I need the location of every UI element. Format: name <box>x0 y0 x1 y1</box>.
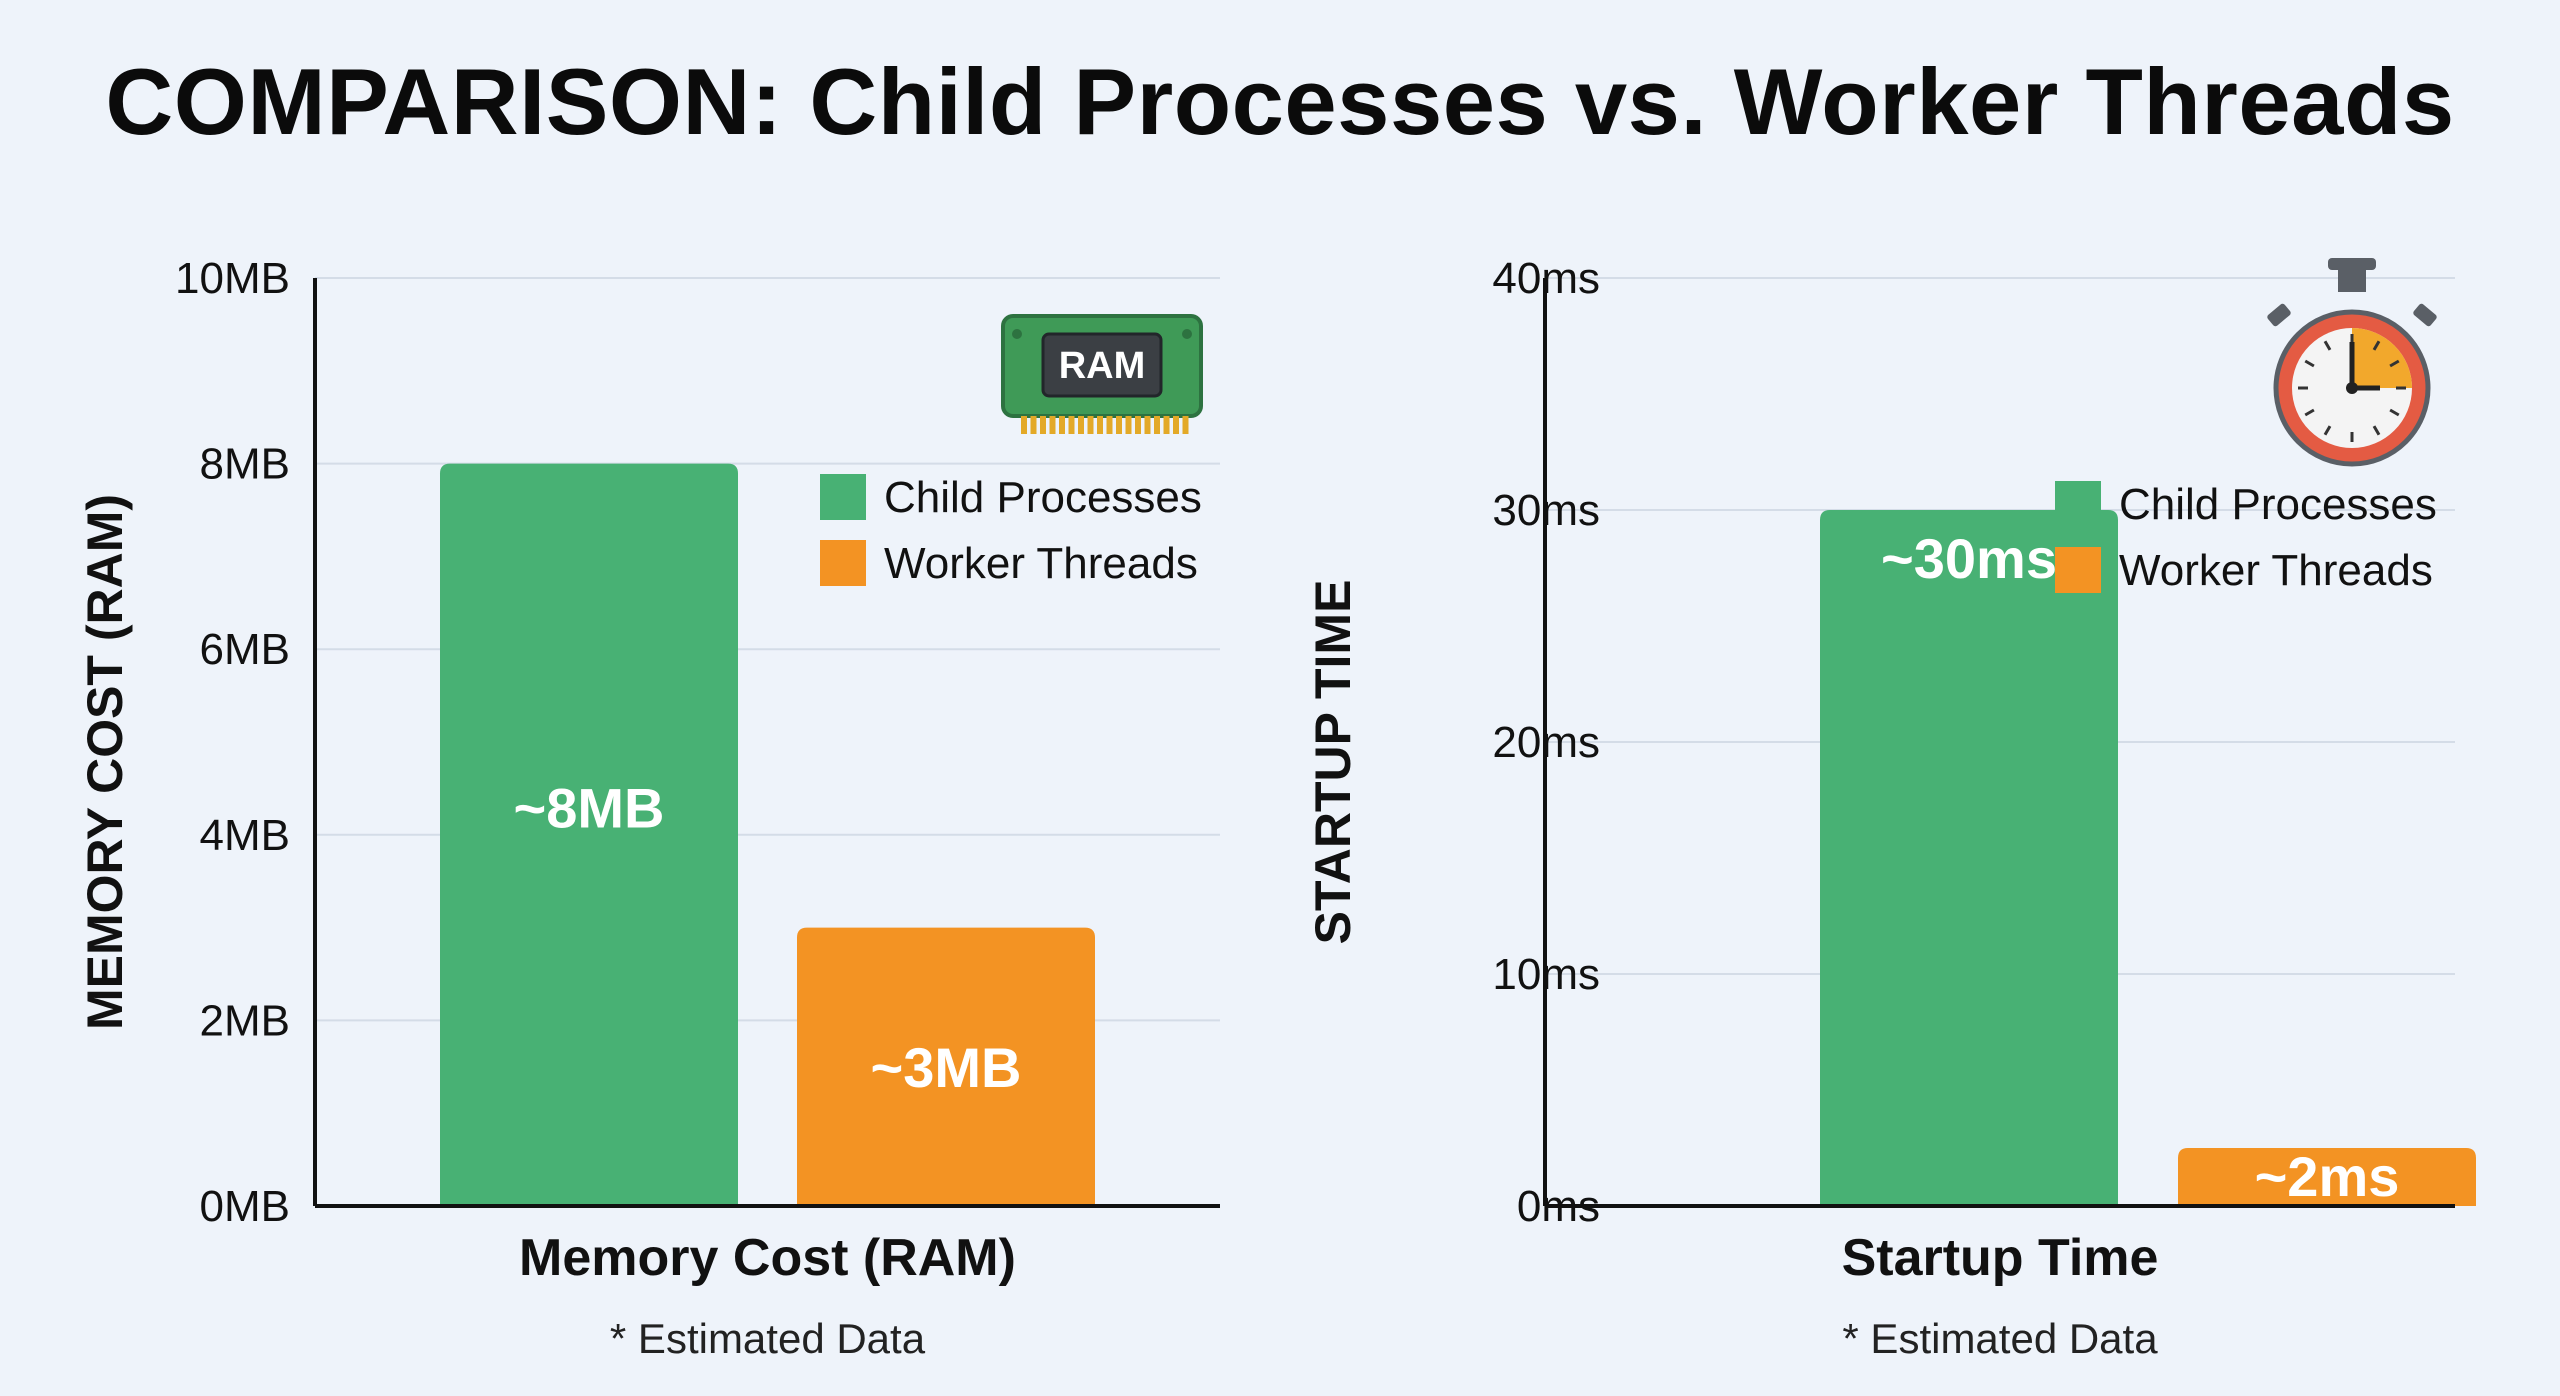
ram-icon-label: RAM <box>1059 345 1146 387</box>
ram-pin <box>1030 416 1037 434</box>
data-label: ~3MB <box>871 1036 1022 1099</box>
stopwatch-tick <box>2304 408 2315 417</box>
ram-pin <box>1116 416 1122 434</box>
ram-pin <box>1068 416 1075 434</box>
stopwatch-icon <box>2267 258 2437 467</box>
stopwatch-tick <box>2304 359 2315 368</box>
x-axis-label: Startup Time <box>1842 1229 2159 1287</box>
stopwatch-pivot <box>2346 382 2358 394</box>
bar-worker-threads <box>2178 1148 2476 1206</box>
stopwatch-crown <box>2338 266 2366 292</box>
ram-dot <box>1012 329 1022 339</box>
ram-pin <box>1125 416 1132 434</box>
ram-pin <box>1078 416 1084 434</box>
stopwatch-side-button <box>2413 303 2437 327</box>
ram-pin <box>1144 416 1151 434</box>
legend-swatch <box>2055 481 2101 527</box>
y-tick-label: 6MB <box>200 625 290 674</box>
legend-label: Child Processes <box>2119 480 2437 529</box>
data-label: ~2ms <box>2255 1145 2400 1208</box>
bar-child-processes <box>440 463 738 1207</box>
legend-swatch <box>2055 547 2101 593</box>
page-title: COMPARISON: Child Processes vs. Worker T… <box>105 49 2455 154</box>
stopwatch-tick <box>2389 408 2400 417</box>
ram-pin <box>1087 416 1094 434</box>
x-axis-label: Memory Cost (RAM) <box>519 1229 1016 1287</box>
y-tick-label: 4MB <box>200 811 290 860</box>
stopwatch-tick <box>2323 340 2332 351</box>
legend-swatch <box>820 540 866 586</box>
y-tick-label: 2MB <box>200 996 290 1045</box>
bar-worker-threads <box>797 927 1095 1206</box>
bar-child-processes <box>1820 510 2118 1206</box>
y-axis-label: STARTUP TIME <box>1305 580 1361 945</box>
legend-swatch <box>820 474 866 520</box>
ram-chip <box>1041 332 1163 398</box>
y-tick-label: 0MB <box>200 1182 290 1231</box>
ram-dot <box>1182 329 1192 339</box>
ram-pin <box>1182 416 1189 434</box>
ram-pin <box>1106 416 1113 434</box>
ram-pin <box>1021 416 1027 434</box>
ram-pin <box>1154 416 1160 434</box>
memory-cost-chart: 0MB 2MB 4MB 6MB 8MB 10MB ~8MB ~3MB MEMORY COST (… <box>77 254 1220 1362</box>
estimated-note: * Estimated Data <box>1842 1315 2158 1362</box>
ram-pin <box>1059 416 1065 434</box>
data-label: ~30ms <box>1881 527 2057 590</box>
y-tick-label: 10MB <box>175 254 290 303</box>
legend-label: Child Processes <box>884 473 1202 522</box>
estimated-note: * Estimated Data <box>610 1315 926 1362</box>
ram-pin <box>1097 416 1103 434</box>
stopwatch-tick <box>2323 425 2332 436</box>
stopwatch-tick <box>2372 340 2381 351</box>
ram-pin <box>1173 416 1179 434</box>
stopwatch-tick <box>2372 425 2381 436</box>
legend-label: Worker Threads <box>884 539 1198 588</box>
ram-pin <box>1040 416 1046 434</box>
y-axis-label: MEMORY COST (RAM) <box>77 494 133 1030</box>
data-label: ~8MB <box>514 776 665 839</box>
stopwatch-elapsed <box>2352 328 2412 388</box>
ram-pin <box>1163 416 1170 434</box>
legend-label: Worker Threads <box>2119 546 2433 595</box>
ram-pin <box>1049 416 1056 434</box>
stopwatch-side-button <box>2267 303 2291 327</box>
stopwatch-tick <box>2389 359 2400 368</box>
stopwatch-button <box>2328 258 2376 270</box>
y-tick-label: 8MB <box>200 440 290 489</box>
ram-pin <box>1135 416 1141 434</box>
ram-chip-icon: RAM <box>1001 314 1203 434</box>
